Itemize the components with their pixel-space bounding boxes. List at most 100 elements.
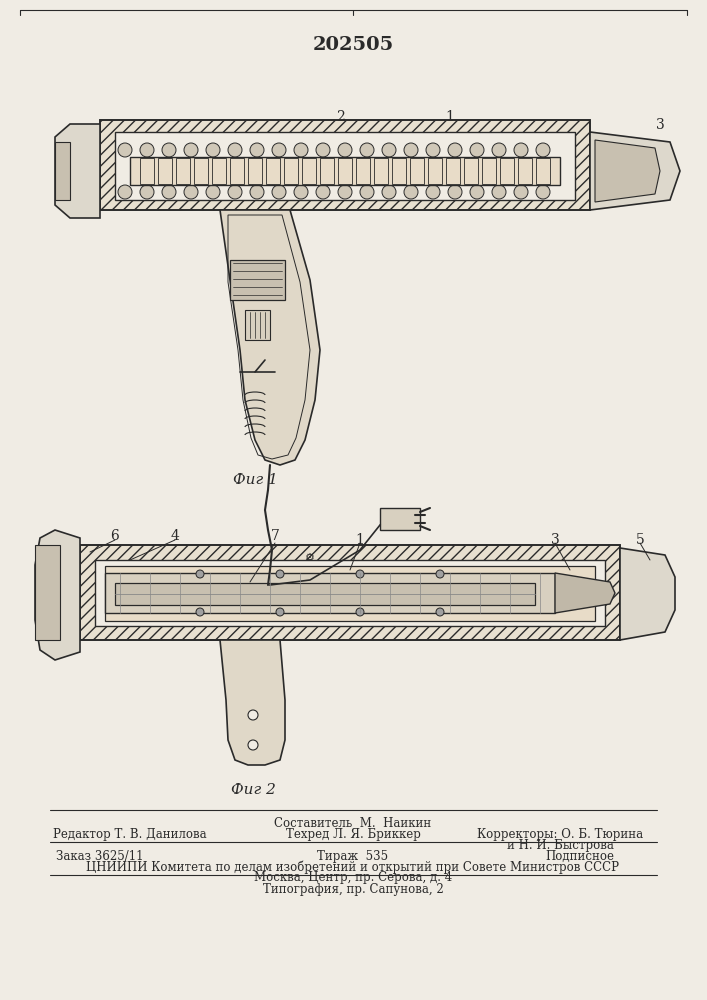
Circle shape xyxy=(316,143,330,157)
Text: Заказ 3625/11: Заказ 3625/11 xyxy=(57,850,144,863)
Circle shape xyxy=(338,143,352,157)
Bar xyxy=(212,158,226,184)
Circle shape xyxy=(196,608,204,616)
Bar xyxy=(80,545,620,640)
Polygon shape xyxy=(595,140,660,202)
Ellipse shape xyxy=(295,552,315,564)
Bar xyxy=(130,157,560,185)
Circle shape xyxy=(338,185,352,199)
Circle shape xyxy=(162,143,176,157)
Bar xyxy=(80,545,620,640)
Text: Подписное: Подписное xyxy=(546,850,614,863)
Bar xyxy=(55,142,70,200)
Bar xyxy=(100,120,590,210)
Circle shape xyxy=(436,608,444,616)
Bar xyxy=(194,158,208,184)
Bar xyxy=(115,132,575,200)
Bar xyxy=(158,158,172,184)
Circle shape xyxy=(228,143,242,157)
Circle shape xyxy=(140,185,154,199)
Circle shape xyxy=(272,185,286,199)
Bar xyxy=(392,158,406,184)
Bar xyxy=(115,583,535,605)
Circle shape xyxy=(356,608,364,616)
Bar xyxy=(464,158,478,184)
Text: Типография, пр. Сапунова, 2: Типография, пр. Сапунова, 2 xyxy=(262,883,443,896)
Circle shape xyxy=(470,143,484,157)
Polygon shape xyxy=(35,530,80,660)
Bar xyxy=(374,158,388,184)
Circle shape xyxy=(272,143,286,157)
Text: 3: 3 xyxy=(551,533,559,547)
Bar xyxy=(266,158,280,184)
Circle shape xyxy=(360,185,374,199)
Bar xyxy=(500,158,514,184)
Text: 1: 1 xyxy=(445,110,455,124)
Circle shape xyxy=(536,143,550,157)
Bar xyxy=(105,566,595,621)
Circle shape xyxy=(448,143,462,157)
Circle shape xyxy=(514,185,528,199)
Text: Техред Л. Я. Бриккер: Техред Л. Я. Бриккер xyxy=(286,828,421,841)
Text: 3: 3 xyxy=(655,118,665,132)
Polygon shape xyxy=(620,548,675,640)
Text: Москва, Центр, пр. Серова, д. 4: Москва, Центр, пр. Серова, д. 4 xyxy=(254,871,452,884)
Bar xyxy=(380,508,420,530)
Circle shape xyxy=(404,143,418,157)
Bar xyxy=(536,158,550,184)
Text: и Н. И. Быстрова: и Н. И. Быстрова xyxy=(506,839,614,852)
Circle shape xyxy=(426,185,440,199)
Bar xyxy=(245,310,270,340)
Text: 7: 7 xyxy=(271,529,279,543)
Circle shape xyxy=(470,185,484,199)
Circle shape xyxy=(250,185,264,199)
Circle shape xyxy=(196,570,204,578)
Circle shape xyxy=(448,185,462,199)
Circle shape xyxy=(536,185,550,199)
Bar xyxy=(518,158,532,184)
Bar xyxy=(446,158,460,184)
Circle shape xyxy=(426,143,440,157)
Circle shape xyxy=(382,185,396,199)
Text: ⚙: ⚙ xyxy=(305,553,315,563)
Circle shape xyxy=(250,143,264,157)
Circle shape xyxy=(206,143,220,157)
Bar xyxy=(482,158,496,184)
Circle shape xyxy=(436,570,444,578)
Bar xyxy=(230,260,285,300)
Bar xyxy=(302,158,316,184)
Text: Фиг 1: Фиг 1 xyxy=(233,473,277,487)
Circle shape xyxy=(276,608,284,616)
Circle shape xyxy=(248,710,258,720)
Polygon shape xyxy=(220,210,320,465)
Circle shape xyxy=(382,143,396,157)
Bar xyxy=(410,158,424,184)
Circle shape xyxy=(294,185,308,199)
Circle shape xyxy=(118,185,132,199)
Text: Тираж  535: Тираж 535 xyxy=(317,850,389,863)
Circle shape xyxy=(206,185,220,199)
Text: Фиг 2: Фиг 2 xyxy=(230,783,276,797)
Text: Корректоры: О. Б. Тюрина: Корректоры: О. Б. Тюрина xyxy=(477,828,643,841)
Bar xyxy=(100,120,590,210)
Text: 4: 4 xyxy=(170,529,180,543)
Circle shape xyxy=(276,570,284,578)
Circle shape xyxy=(248,740,258,750)
Bar xyxy=(176,158,190,184)
Text: 6: 6 xyxy=(110,529,119,543)
Circle shape xyxy=(118,143,132,157)
Bar xyxy=(356,158,370,184)
Circle shape xyxy=(404,185,418,199)
Circle shape xyxy=(356,570,364,578)
Text: Составитель  М.  Наикин: Составитель М. Наикин xyxy=(274,817,432,830)
Circle shape xyxy=(140,143,154,157)
Text: ЦНИИПИ Комитета по делам изобретений и открытий при Совете Министров СССР: ЦНИИПИ Комитета по делам изобретений и о… xyxy=(86,860,619,874)
Text: 1: 1 xyxy=(356,533,364,547)
Bar xyxy=(428,158,442,184)
Bar xyxy=(284,158,298,184)
Circle shape xyxy=(184,185,198,199)
Circle shape xyxy=(294,143,308,157)
Bar xyxy=(105,573,555,613)
Polygon shape xyxy=(55,124,100,218)
Circle shape xyxy=(316,185,330,199)
